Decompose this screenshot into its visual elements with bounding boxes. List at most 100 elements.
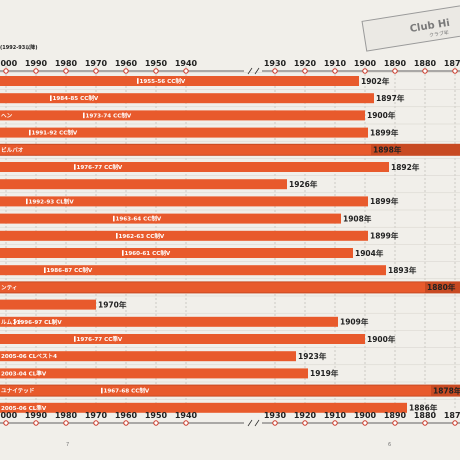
x-tick-dot-top-1960 [123, 68, 129, 74]
founding-year-label-1: 1897年 [376, 93, 405, 103]
achievement-marker-10-0 [122, 250, 124, 256]
row-label-12: ンティ [1, 284, 17, 291]
x-tick-label-bottom-1950: 1950 [145, 411, 168, 420]
founding-year-label-4: 1898年 [373, 145, 402, 155]
club-history-stamp: Club Hi クラブ年 [361, 3, 460, 52]
bar-2 [0, 110, 365, 121]
achievement-label-1-0: 1984-85 CC制V [53, 94, 99, 102]
stamp-subtitle: クラブ年 [429, 29, 450, 39]
x-tick-label-top-1950: 1950 [145, 59, 168, 68]
founding-year-label-2: 1900年 [367, 110, 396, 120]
page-number-left: 7 [66, 442, 69, 448]
achievement-label-15-0: 1976-77 CC準V [77, 335, 123, 343]
bar-8 [0, 213, 341, 224]
x-tick-label-top-1910: 1910 [324, 59, 347, 68]
row-label-18: ユナイテッド [1, 388, 35, 395]
bar-5 [0, 162, 389, 172]
founding-year-label-14: 1909年 [340, 317, 369, 327]
achievement-marker-14-0 [14, 319, 16, 325]
x-tick-label-bottom-1930: 1930 [264, 411, 287, 420]
x-tick-label-top-1960: 1960 [115, 59, 138, 68]
x-tick-dot-top-1990 [33, 68, 39, 74]
row-label-19: 2005-06 CL準V [1, 404, 47, 412]
founding-year-label-19: 1886年 [409, 403, 438, 413]
x-tick-label-top-1920: 1920 [294, 59, 317, 68]
x-tick-label-bottom-1890: 1890 [384, 411, 407, 420]
x-tick-dot-bottom-1960 [123, 420, 129, 426]
x-tick-label-top-1900: 1900 [354, 59, 377, 68]
x-tick-dot-top-1880 [422, 68, 428, 74]
x-tick-label-bottom-1880: 1880 [414, 411, 437, 420]
x-tick-dot-top-1870 [452, 68, 458, 74]
page-number-right: 6 [388, 442, 391, 448]
achievement-marker-3-0 [29, 129, 31, 136]
bar-19 [0, 402, 407, 413]
achievement-label-5-0: 1976-77 CC制V [77, 163, 123, 171]
achievement-label-9-0: 1962-63 CC制V [119, 232, 165, 240]
achievement-marker-8-0 [113, 215, 115, 222]
founding-year-label-15: 1900年 [367, 334, 396, 344]
founding-year-label-11: 1893年 [388, 265, 417, 275]
x-tick-label-top-1990: 1990 [25, 59, 48, 68]
x-tick-dot-bottom-1940 [183, 420, 189, 426]
achievement-label-8-0: 1963-64 CC制V [116, 215, 162, 223]
x-tick-dot-bottom-1980 [63, 420, 69, 426]
bar-7 [0, 196, 368, 207]
bar-11 [0, 265, 386, 276]
achievement-label-14-0: 1996-97 CL制V [17, 318, 63, 326]
achievement-marker-7-0 [26, 198, 28, 205]
bar-9 [0, 230, 368, 241]
bar-18 [0, 385, 431, 396]
row-label-2: ヘン [1, 112, 13, 119]
bar-10 [0, 248, 353, 258]
x-tick-label-top-1970: 1970 [85, 59, 108, 68]
x-tick-label-bottom-1990: 1990 [25, 411, 48, 420]
founding-year-label-3: 1899年 [370, 127, 399, 137]
x-tick-label-top-1930: 1930 [264, 59, 287, 68]
bar-13 [0, 299, 96, 310]
x-tick-label-top-2000: 2000 [0, 59, 18, 68]
bar-0 [0, 76, 359, 86]
axis-break-mark-top-b [254, 67, 260, 75]
axis-break-mark-bottom-a [247, 419, 253, 427]
x-tick-dot-bottom-1950 [153, 420, 159, 426]
founding-year-label-17: 1919年 [310, 368, 339, 378]
x-tick-dot-bottom-1930 [272, 420, 278, 426]
x-tick-dot-top-1930 [272, 68, 278, 74]
x-tick-dot-bottom-1890 [392, 420, 398, 426]
row-label-4: ビルバオ [1, 146, 24, 154]
founding-year-label-18: 1878年 [433, 385, 460, 395]
founding-year-label-10: 1904年 [355, 248, 384, 258]
bar-1 [0, 93, 374, 104]
achievement-label-3-0: 1991-92 CC制V [32, 129, 78, 137]
header-subtitle: (1992-93以降) [0, 44, 38, 51]
bar-17 [0, 368, 308, 379]
achievement-label-7-0: 1992-93 CL制V [29, 197, 75, 205]
bar-16 [0, 351, 296, 362]
x-tick-dot-bottom-1970 [93, 420, 99, 426]
x-tick-label-top-1940: 1940 [175, 59, 198, 68]
founding-year-label-9: 1899年 [370, 231, 399, 241]
x-tick-dot-top-1980 [63, 68, 69, 74]
x-tick-dot-bottom-1900 [362, 420, 368, 426]
achievement-label-2-0: 1973-74 CC制V [86, 111, 132, 119]
axis-break-mark-top-a [247, 67, 253, 75]
x-tick-dot-bottom-1880 [422, 420, 428, 426]
achievement-label-11-0: 1986-87 CC制V [47, 266, 93, 274]
achievement-label-0-0: 1955-56 CC制V [140, 77, 186, 85]
row-label-16: 2005-06 CLベスト4 [1, 353, 57, 360]
row-label-17: 2003-04 CL準V [1, 369, 47, 377]
achievement-marker-18-0 [101, 387, 103, 394]
x-tick-label-bottom-1980: 1980 [55, 411, 78, 420]
achievement-label-18-0: 1967-68 CC制V [104, 387, 150, 395]
x-tick-label-bottom-1970: 1970 [85, 411, 108, 420]
x-tick-label-bottom-2000: 2000 [0, 411, 18, 420]
x-tick-label-bottom-1900: 1900 [354, 411, 377, 420]
achievement-marker-2-0 [83, 112, 85, 119]
bar-15 [0, 334, 365, 344]
founding-year-label-0: 1902年 [361, 76, 390, 86]
x-tick-dot-bottom-1870 [452, 420, 458, 426]
x-tick-dot-top-1950 [153, 68, 159, 74]
x-tick-dot-top-1970 [93, 68, 99, 74]
